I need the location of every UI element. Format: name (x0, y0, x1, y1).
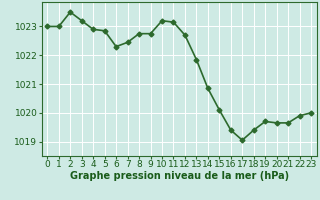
X-axis label: Graphe pression niveau de la mer (hPa): Graphe pression niveau de la mer (hPa) (70, 171, 289, 181)
